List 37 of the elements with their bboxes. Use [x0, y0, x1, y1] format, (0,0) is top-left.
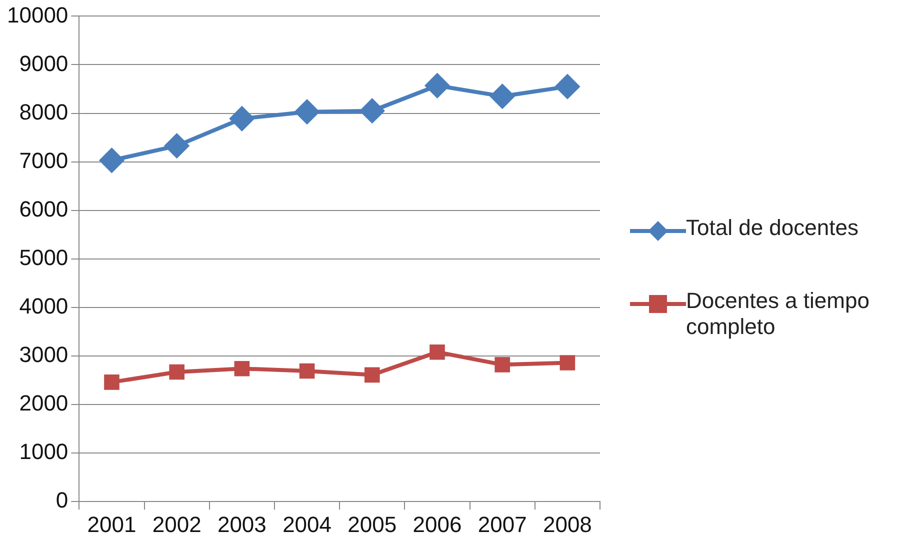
y-tick-label: 10000 [6, 2, 68, 28]
point [169, 364, 184, 380]
y-tick-label: 2000 [19, 390, 68, 416]
point [295, 100, 320, 124]
x-tick-label: 2008 [542, 512, 592, 537]
y-tick-label: 7000 [19, 148, 68, 173]
point [364, 367, 380, 383]
y-tick-label: 5000 [19, 244, 68, 270]
y-tick-label: 9000 [19, 50, 68, 76]
y-tick-label: 0 [56, 488, 68, 513]
x-tick-label: 2004 [282, 512, 332, 537]
point [494, 357, 510, 372]
y-tick-label: 4000 [19, 294, 68, 319]
y-tick-label: 3000 [19, 342, 68, 368]
point [299, 363, 315, 379]
point [560, 355, 576, 370]
point [425, 74, 450, 98]
x-tick-label: 2006 [412, 512, 462, 537]
point [234, 360, 250, 376]
y-tick-label: 6000 [19, 196, 68, 222]
legend-label: Total de docentes [686, 215, 858, 241]
x-tick-label: 2005 [348, 512, 397, 537]
x-tick-label: 2001 [87, 512, 136, 537]
point [555, 74, 580, 99]
x-tick-label: 2007 [478, 512, 527, 537]
point [230, 106, 254, 131]
point [164, 134, 189, 158]
x-tick-label: 2002 [152, 512, 202, 537]
point [490, 84, 514, 108]
y-tick-label: 1000 [19, 439, 68, 464]
y-tick-label: 8000 [19, 99, 68, 124]
point [104, 374, 120, 390]
point [430, 344, 445, 360]
point [360, 98, 384, 123]
x-tick-label: 2003 [217, 512, 266, 537]
point [100, 148, 124, 172]
legend-label: Docentes a tiempo completo [686, 288, 870, 340]
